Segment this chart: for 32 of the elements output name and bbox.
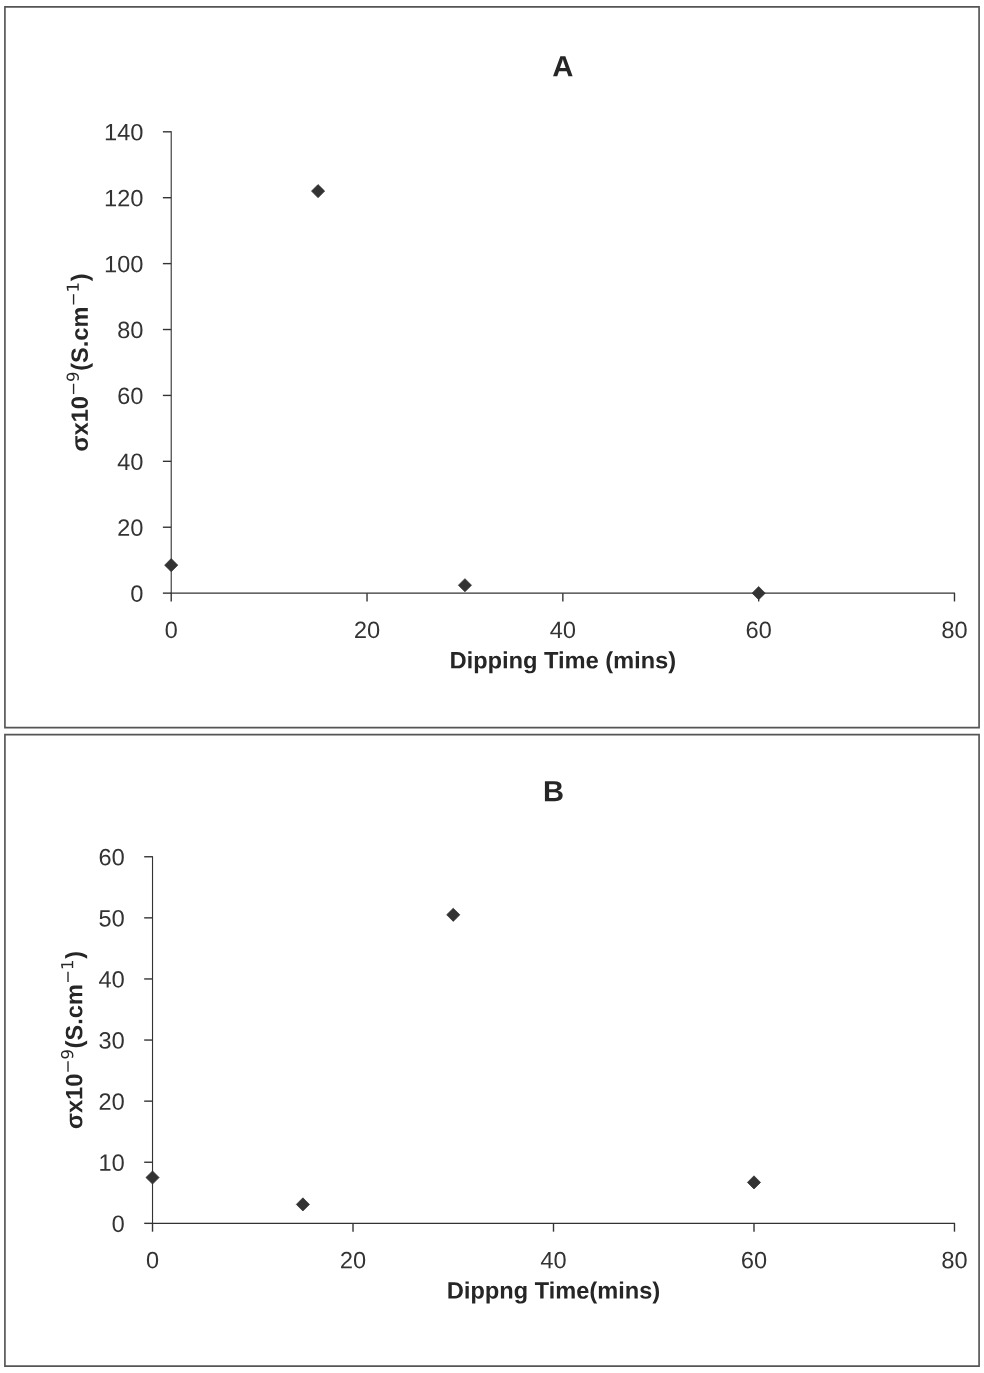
y-tick-label: 30 [99,1032,124,1049]
y-tick-label: 60 [99,848,124,866]
x-tick-label: 80 [942,1251,967,1269]
y-axis-title: σx10$^{−9}$(S.cm$^{−1}$) [60,952,88,1129]
y-tick-label: 40 [99,971,124,988]
x-tick-label: 80 [942,621,967,639]
chart-title: B [544,781,563,802]
y-tick-label: 20 [99,1093,124,1110]
x-tick-label: 40 [540,1251,566,1269]
x-axis-title: Dipping Time (mins) [451,651,675,674]
chart-title: A [553,56,573,77]
y-tick-label: 50 [99,909,124,927]
y-tick-label: 40 [117,453,143,471]
y-tick-label: 100 [105,255,143,273]
x-tick-label: 0 [146,1251,159,1269]
y-tick-label: 20 [118,519,143,537]
y-tick-label: 0 [112,1215,124,1233]
x-tick-label: 60 [742,1251,767,1269]
y-tick-label: 60 [118,387,143,405]
x-tick-label: 60 [746,621,771,639]
x-tick-label: 20 [341,1251,366,1269]
y-tick-label: 10 [100,1154,124,1172]
x-tick-label: 0 [165,621,177,639]
y-tick-label: 80 [118,321,143,339]
y-tick-label: 0 [131,585,143,602]
point [295,1197,310,1212]
x-tick-label: 20 [355,621,380,639]
y-tick-label: 120 [105,189,143,207]
x-axis-title: Dippng Time(mins) [448,1281,660,1304]
y-axis-title: σx10$^{−9}$(S.cm$^{−1}$) [66,274,93,451]
x-tick-label: 40 [550,621,576,639]
y-tick-label: 140 [105,123,143,141]
